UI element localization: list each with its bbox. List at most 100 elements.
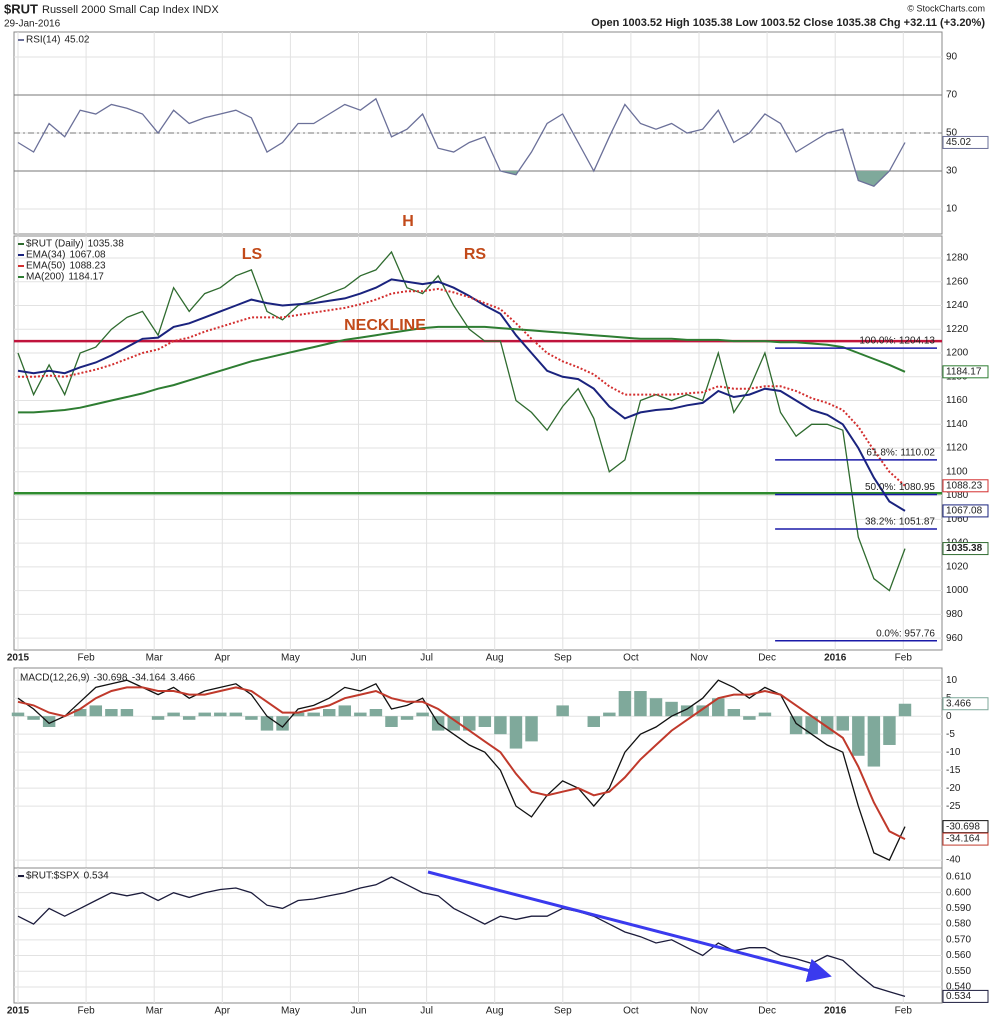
- fib-label: 61.8%: 1110.02: [866, 448, 935, 459]
- panel-value: 3.466: [170, 673, 195, 684]
- x-tick-label: Feb: [895, 653, 913, 664]
- series-line: [18, 287, 906, 487]
- y-tick-label: 10: [946, 204, 958, 215]
- histogram-bar: [603, 712, 616, 717]
- histogram-bar: [245, 716, 258, 720]
- histogram-bar: [167, 712, 180, 717]
- x-tick-label: Aug: [486, 1006, 504, 1017]
- y-tick-label: 1000: [946, 585, 969, 596]
- x-tick-label: Dec: [758, 1006, 776, 1017]
- x-tick-label: Sep: [554, 1006, 572, 1017]
- y-tick-label: 1060: [946, 514, 969, 525]
- area-below: [18, 170, 905, 187]
- histogram-bar: [805, 716, 818, 735]
- fib-label: 100.0%: 1204.13: [859, 336, 935, 347]
- legend-value: 45.02: [64, 35, 89, 46]
- x-tick-label: Mar: [146, 653, 164, 664]
- index-name: Russell 2000 Small Cap Index INDX: [42, 4, 219, 16]
- y-tick-label: 1080: [946, 490, 969, 501]
- x-tick-label: Jul: [420, 653, 433, 664]
- histogram-bar: [182, 716, 196, 720]
- histogram-bar: [354, 712, 367, 717]
- histogram-bar: [665, 701, 678, 717]
- x-tick-label: Feb: [895, 1006, 913, 1017]
- histogram-bar: [789, 716, 803, 735]
- quote: Open 1003.52 High 1035.38 Low 1003.52 Cl…: [591, 17, 985, 29]
- x-tick-label: Dec: [758, 653, 776, 664]
- value-tag: [942, 135, 989, 149]
- histogram-bar: [323, 709, 336, 717]
- fib-label: 38.2%: 1051.87: [865, 517, 935, 528]
- legend-value: 1184.17: [68, 272, 104, 283]
- y-tick-label: 0.570: [946, 934, 971, 945]
- x-tick-label: Jun: [350, 653, 366, 664]
- histogram-bar: [151, 716, 165, 720]
- value-tag: [942, 989, 989, 1003]
- histogram-bar: [276, 716, 289, 731]
- histogram-bar: [867, 716, 881, 767]
- histogram-bar: [494, 716, 507, 735]
- panel-value: -30.698: [93, 673, 127, 684]
- histogram-bar: [556, 705, 569, 717]
- legend-label: MA(200): [26, 272, 64, 283]
- x-tick-label: 2016: [824, 653, 847, 664]
- y-tick-label: 1200: [946, 348, 969, 359]
- legend-value: 1035.38: [88, 239, 125, 250]
- value-tag: [942, 832, 989, 846]
- trend-arrow: [427, 870, 832, 983]
- y-tick-label: 90: [946, 52, 958, 63]
- pattern-label: H: [402, 213, 414, 230]
- y-tick-label: -10: [946, 747, 961, 758]
- histogram-bar: [291, 712, 305, 717]
- histogram-bar: [229, 712, 243, 717]
- histogram-bar: [198, 712, 211, 717]
- y-tick-label: 0.600: [946, 887, 971, 898]
- value-tag-label: 1184.17: [946, 366, 982, 377]
- series-line: [17, 278, 906, 512]
- x-tick-label: Sep: [554, 653, 572, 664]
- value-tag-label: 1067.08: [946, 506, 983, 517]
- x-tick-label: May: [281, 653, 300, 664]
- x-tick-label: May: [281, 1006, 300, 1017]
- histogram-bar: [11, 712, 25, 717]
- x-tick-label: Jul: [420, 1006, 433, 1017]
- y-tick-label: 1260: [946, 276, 969, 287]
- value-tag-label: -34.164: [946, 834, 980, 845]
- value-tag-label: 0.534: [946, 991, 971, 1002]
- histogram-bar: [727, 709, 741, 717]
- panel-frame: [13, 235, 943, 651]
- y-tick-label: 1120: [946, 443, 968, 454]
- x-tick-label: Oct: [623, 1006, 639, 1017]
- histogram-bar: [618, 691, 632, 717]
- histogram-bar: [743, 716, 756, 720]
- histogram-bar: [89, 705, 103, 717]
- histogram-bar: [852, 716, 865, 756]
- panel-title: MACD(12,26,9): [20, 673, 89, 684]
- histogram-bar: [120, 709, 134, 717]
- value-tag: [942, 365, 989, 379]
- x-tick-label: 2016: [824, 1006, 847, 1017]
- series-line: [17, 250, 906, 592]
- y-tick-label: 0.540: [946, 982, 971, 993]
- histogram-bar: [400, 716, 414, 720]
- histogram-bar: [42, 716, 56, 727]
- legend-value: 0.534: [84, 871, 109, 882]
- histogram-bar: [447, 716, 460, 731]
- y-tick-label: 0.550: [946, 966, 971, 977]
- y-tick-label: 960: [946, 633, 963, 644]
- legend-label: EMA(34): [26, 250, 65, 261]
- histogram-bar: [416, 712, 429, 717]
- y-tick-label: -15: [946, 765, 961, 776]
- histogram-bar: [74, 709, 87, 717]
- legend-label: $RUT:$SPX: [26, 871, 80, 882]
- fib-label: 0.0%: 957.76: [876, 628, 935, 639]
- value-tag: [942, 479, 989, 493]
- x-tick-label: Apr: [215, 1006, 231, 1017]
- x-tick-label: 2015: [7, 1006, 30, 1017]
- x-tick-label: Nov: [690, 1006, 708, 1017]
- x-tick-label: Jun: [350, 1006, 366, 1017]
- series-line: [17, 876, 906, 998]
- y-tick-label: 0.560: [946, 950, 971, 961]
- legend-value: 1088.23: [69, 261, 106, 272]
